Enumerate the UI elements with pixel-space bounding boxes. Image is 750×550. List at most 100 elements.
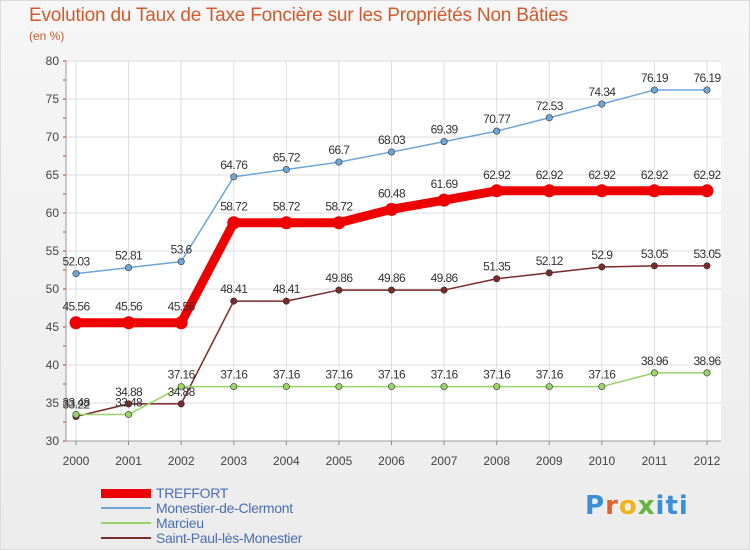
data-label: 52.12: [536, 254, 564, 268]
data-label: 33.22: [62, 398, 90, 412]
data-point: [230, 297, 238, 305]
y-tick-label: 50: [46, 282, 60, 296]
y-tick-label: 45: [46, 320, 60, 334]
data-point: [703, 86, 711, 94]
data-label: 65.72: [273, 151, 301, 165]
data-point: [440, 383, 448, 391]
data-point: [69, 316, 83, 330]
data-label: 49.86: [378, 271, 406, 285]
data-label: 76.19: [641, 71, 669, 85]
data-label: 45.56: [62, 300, 90, 314]
data-point: [650, 369, 658, 377]
data-label: 53.05: [641, 247, 669, 261]
legend-swatch: [101, 537, 151, 539]
data-label: 74.34: [588, 85, 616, 99]
data-label: 58.72: [325, 200, 353, 214]
data-point: [125, 400, 133, 408]
x-tick-label: 2007: [431, 454, 458, 468]
data-point: [545, 269, 553, 277]
data-label: 49.86: [431, 271, 459, 285]
data-label: 58.72: [220, 200, 248, 214]
data-point: [598, 100, 606, 108]
data-label: 38.96: [641, 354, 669, 368]
data-point: [493, 127, 501, 135]
y-tick-label: 70: [46, 130, 60, 144]
data-point: [282, 297, 290, 305]
legend-swatch: [101, 507, 151, 509]
x-tick-label: 2010: [588, 454, 615, 468]
y-tick-label: 75: [46, 92, 60, 106]
y-tick-label: 55: [46, 244, 60, 258]
data-label: 38.96: [693, 354, 721, 368]
data-label: 62.92: [483, 168, 511, 182]
data-point: [647, 184, 661, 198]
data-label: 34.88: [115, 385, 143, 399]
data-label: 37.16: [378, 368, 406, 382]
data-point: [227, 216, 241, 230]
data-label: 45.56: [168, 300, 196, 314]
y-tick-label: 40: [46, 358, 60, 372]
chart-subtitle: (en %): [29, 29, 65, 43]
x-tick-label: 2004: [273, 454, 300, 468]
data-point: [279, 216, 293, 230]
data-point: [700, 184, 714, 198]
data-point: [598, 383, 606, 391]
data-point: [545, 114, 553, 122]
data-point: [493, 383, 501, 391]
data-label: 37.16: [588, 368, 616, 382]
y-tick-label: 65: [46, 168, 60, 182]
data-label: 66.7: [328, 143, 350, 157]
data-label: 33.48: [115, 396, 143, 410]
data-point: [72, 270, 80, 278]
data-label: 58.72: [273, 200, 301, 214]
x-tick-label: 2000: [63, 454, 90, 468]
data-point: [177, 383, 185, 391]
legend-label: Marcieu: [156, 515, 204, 531]
data-label: 37.16: [483, 368, 511, 382]
data-point: [490, 184, 504, 198]
data-point: [174, 316, 188, 330]
data-label: 76.19: [693, 71, 721, 85]
data-label: 69.39: [431, 123, 459, 137]
data-point: [703, 369, 711, 377]
x-tick-label: 2012: [694, 454, 721, 468]
data-point: [177, 258, 185, 266]
data-point: [650, 262, 658, 270]
data-label: 37.16: [220, 368, 248, 382]
data-label: 68.03: [378, 133, 406, 147]
data-point: [335, 286, 343, 294]
data-label: 37.16: [431, 368, 459, 382]
x-tick-label: 2008: [483, 454, 510, 468]
data-label: 33.48: [62, 396, 90, 410]
data-point: [437, 193, 451, 207]
data-point: [545, 383, 553, 391]
data-label: 53.6: [171, 243, 193, 257]
data-label: 34.88: [168, 385, 196, 399]
data-label: 51.35: [483, 260, 511, 274]
data-label: 48.41: [273, 282, 301, 296]
data-point: [440, 138, 448, 146]
proxiti-logo: Proxiti: [585, 491, 689, 521]
data-label: 37.16: [536, 368, 564, 382]
data-point: [542, 184, 556, 198]
data-label: 37.16: [273, 368, 301, 382]
x-tick-label: 2001: [115, 454, 142, 468]
data-label: 72.53: [536, 99, 564, 113]
data-point: [493, 275, 501, 283]
data-point: [387, 383, 395, 391]
legend-swatch: [101, 488, 151, 498]
data-point: [335, 158, 343, 166]
y-tick-label: 60: [46, 206, 60, 220]
x-tick-label: 2006: [378, 454, 405, 468]
data-point: [230, 173, 238, 181]
data-label: 37.16: [325, 368, 353, 382]
x-tick-label: 2011: [642, 454, 668, 468]
y-tick-label: 35: [46, 396, 60, 410]
data-point: [387, 286, 395, 294]
chart-title: Evolution du Taux de Taxe Foncière sur l…: [29, 5, 568, 26]
data-point: [282, 383, 290, 391]
data-point: [332, 216, 346, 230]
x-tick-label: 2003: [220, 454, 247, 468]
